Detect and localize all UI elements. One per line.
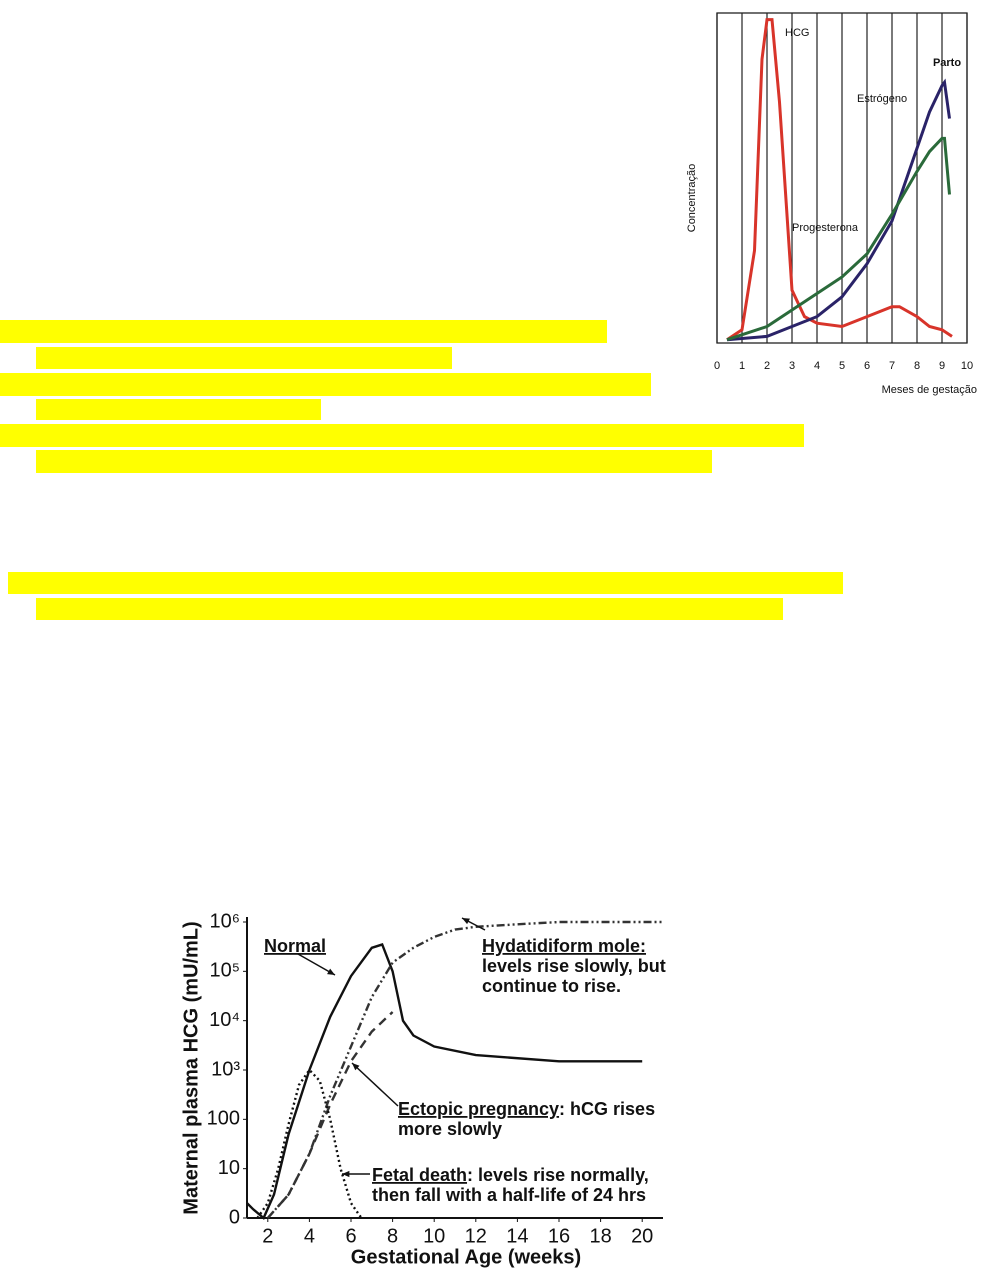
highlight <box>8 572 843 594</box>
y-axis-label: Concentração <box>686 164 698 233</box>
annotation-text: levels rise slowly, but <box>482 956 666 976</box>
x-tick-label: 14 <box>506 1225 528 1247</box>
x-axis-label: Gestational Age (weeks) <box>351 1246 581 1268</box>
arrow-head <box>342 1170 350 1178</box>
x-tick-label: 2 <box>764 360 770 372</box>
x-tick-label: 18 <box>589 1225 611 1247</box>
series-line <box>726 18 953 341</box>
x-tick-label: 10 <box>961 360 973 372</box>
annotation: Ectopic pregnancy: hCG rises more slowly <box>398 1099 655 1139</box>
x-axis-label: Meses de gestação <box>882 384 977 396</box>
x-tick-label: 2 <box>262 1225 273 1247</box>
highlight <box>0 320 607 343</box>
x-tick-label: 16 <box>548 1225 570 1247</box>
highlight <box>36 450 712 473</box>
annotation-text: then fall with a half-life of 24 hrs <box>372 1185 646 1205</box>
annotation: Fetal death: levels rise normally, then f… <box>372 1165 649 1205</box>
highlight <box>36 598 783 620</box>
annotation-text: : levels rise normally, <box>467 1165 649 1185</box>
x-tick-label: 9 <box>939 360 945 372</box>
annotation-text: more slowly <box>398 1119 502 1139</box>
x-tick-label: 0 <box>714 360 720 372</box>
annotation-label: Hydatidiform mole: <box>482 936 646 956</box>
series-line <box>256 1068 363 1219</box>
x-tick-label: 10 <box>423 1225 445 1247</box>
highlight <box>36 399 321 420</box>
x-tick-label: 1 <box>739 360 745 372</box>
x-tick-label: 4 <box>304 1225 315 1247</box>
arrow-head <box>352 1063 360 1071</box>
annotation-label: Normal <box>264 936 326 956</box>
series-line <box>726 78 951 342</box>
x-tick-label: 3 <box>789 360 795 372</box>
x-tick-label: 6 <box>345 1225 356 1247</box>
x-tick-label: 20 <box>631 1225 653 1247</box>
series-label: Progesterona <box>792 222 859 234</box>
y-tick-label: 10³ <box>211 1058 240 1080</box>
y-tick-label: 0 <box>229 1206 240 1228</box>
series-label: HCG <box>785 27 809 39</box>
highlight <box>0 424 804 447</box>
annotation-text: continue to rise. <box>482 976 621 996</box>
highlight <box>36 347 452 369</box>
arrow-head <box>462 918 470 925</box>
highlight <box>0 373 651 396</box>
y-tick-label: 10 <box>218 1157 240 1179</box>
x-tick-label: 8 <box>914 360 920 372</box>
arrow <box>351 1062 399 1107</box>
annotation: Hydatidiform mole: levels rise slowly, bu… <box>482 936 666 996</box>
y-tick-label: 10⁵ <box>209 960 240 982</box>
annotation: Parto <box>933 57 961 69</box>
series-line <box>266 1011 394 1219</box>
x-tick-label: 5 <box>839 360 845 372</box>
y-tick-label: 100 <box>207 1108 240 1130</box>
series-label: Estrógeno <box>857 93 907 105</box>
x-tick-label: 4 <box>814 360 820 372</box>
y-axis-label: Maternal plasma HCG (mU/mL) <box>180 921 202 1214</box>
x-tick-label: 8 <box>387 1225 398 1247</box>
series-line <box>266 920 663 1219</box>
annotation-label: Ectopic pregnancy <box>398 1099 559 1119</box>
arrow-head <box>327 968 335 975</box>
x-tick-label: 7 <box>889 360 895 372</box>
series-line <box>726 136 951 342</box>
annotation-text: : hCG rises <box>559 1099 655 1119</box>
y-tick-label: 10⁴ <box>209 1009 240 1031</box>
y-tick-label: 10⁶ <box>210 910 240 932</box>
series-line <box>246 943 643 1220</box>
annotation-label: Fetal death <box>372 1165 467 1185</box>
x-tick-label: 12 <box>465 1225 487 1247</box>
x-tick-label: 6 <box>864 360 870 372</box>
annotation: Normal <box>264 936 326 956</box>
